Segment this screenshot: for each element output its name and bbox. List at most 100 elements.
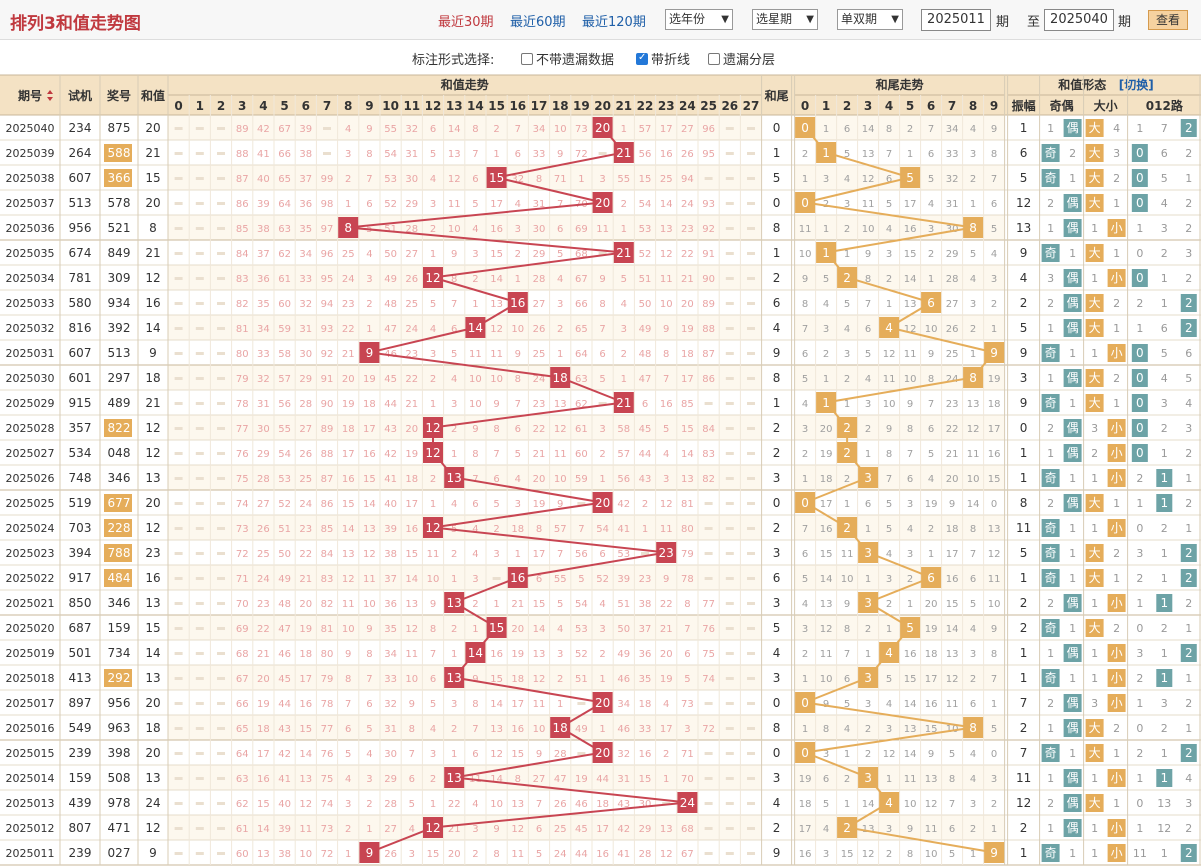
route-miss-value: 1 bbox=[1185, 522, 1192, 535]
checkbox-icon[interactable] bbox=[708, 52, 720, 65]
tail-miss-value: 3 bbox=[844, 199, 850, 210]
tail-miss-value: 10 bbox=[799, 249, 812, 260]
sum-miss-value: 20 bbox=[448, 849, 461, 860]
option-miss-layer-checkbox[interactable]: 遗漏分层 bbox=[708, 49, 775, 68]
tail-miss-value: 8 bbox=[970, 524, 976, 535]
prize-number: 934 bbox=[108, 296, 131, 310]
form-badge-label: 大 bbox=[1089, 621, 1101, 635]
miss-dash bbox=[195, 477, 204, 480]
oddeven-select[interactable]: 单双期 ▼ bbox=[837, 9, 903, 30]
tail-ball-label: 1 bbox=[822, 146, 830, 160]
sum-miss-value: 81 bbox=[236, 324, 249, 335]
option-lines-checkbox[interactable]: 带折线 bbox=[636, 49, 690, 68]
route-badge bbox=[1180, 644, 1197, 662]
form-miss-value: 1 bbox=[1091, 822, 1098, 835]
tail-value: 9 bbox=[773, 346, 781, 360]
sum-miss-value: 13 bbox=[405, 599, 418, 610]
sum-ball bbox=[613, 242, 634, 263]
sum-miss-value: 20 bbox=[660, 649, 673, 660]
sum-ball bbox=[507, 292, 528, 313]
sum-value: 9 bbox=[149, 346, 157, 360]
pair-highlight bbox=[104, 494, 132, 512]
sum-miss-value: 60 bbox=[575, 449, 588, 460]
tail-miss-value: 4 bbox=[907, 524, 913, 535]
sum-axis-label: 19 bbox=[573, 99, 590, 113]
miss-dash bbox=[704, 527, 713, 530]
issue-from-input[interactable]: 2025011 bbox=[921, 9, 991, 31]
switch-link[interactable]: [切换] bbox=[1119, 77, 1154, 92]
tail-ball bbox=[858, 592, 879, 613]
tail-ball bbox=[837, 267, 858, 288]
sum-ball-label: 14 bbox=[468, 321, 483, 335]
period-60-link[interactable]: 最近60期 bbox=[510, 15, 566, 30]
query-button[interactable]: 查看 bbox=[1148, 10, 1188, 30]
sum-miss-value: 3 bbox=[472, 824, 478, 835]
sum-miss-value: 20 bbox=[299, 599, 312, 610]
route-miss-value: 1 bbox=[1161, 272, 1168, 285]
tail-value: 2 bbox=[773, 421, 781, 435]
sum-ball bbox=[592, 117, 613, 138]
test-number: 394 bbox=[69, 546, 92, 560]
sum-miss-value: 9 bbox=[493, 399, 499, 410]
period-120-link[interactable]: 最近120期 bbox=[582, 15, 646, 30]
sum-miss-value: 9 bbox=[472, 424, 478, 435]
sum-miss-value: 15 bbox=[299, 724, 312, 735]
form-badge-label: 偶 bbox=[1067, 221, 1079, 235]
test-number: 956 bbox=[69, 221, 92, 235]
miss-dash bbox=[725, 402, 734, 405]
sum-miss-value: 96 bbox=[321, 249, 334, 260]
tail-axis-label: 8 bbox=[969, 99, 977, 113]
sum-miss-value: 5 bbox=[684, 674, 690, 685]
route-badge-label: 0 bbox=[1136, 171, 1144, 185]
form-miss-value: 1 bbox=[1091, 847, 1098, 860]
year-select[interactable]: 选年份 ▼ bbox=[665, 9, 733, 30]
tail-ball-label: 0 bbox=[801, 196, 809, 210]
sum-miss-value: 7 bbox=[409, 749, 415, 760]
sum-miss-value: 5 bbox=[557, 599, 563, 610]
route-miss-value: 1 bbox=[1161, 297, 1168, 310]
miss-dash bbox=[174, 502, 183, 505]
even-badge bbox=[1063, 594, 1082, 612]
sum-miss-value: 11 bbox=[660, 524, 673, 535]
tail-miss-value: 12 bbox=[946, 674, 959, 685]
tail-ball-label: 8 bbox=[969, 371, 977, 385]
sum-ball-label: 20 bbox=[595, 196, 610, 210]
route-badge bbox=[1156, 669, 1173, 687]
weekday-select[interactable]: 选星期 ▼ bbox=[752, 9, 818, 30]
odd-badge bbox=[1041, 619, 1060, 637]
tail-miss-value: 14 bbox=[862, 799, 875, 810]
big-badge bbox=[1085, 294, 1104, 312]
sum-miss-value: 19 bbox=[575, 774, 588, 785]
option-no-miss-checkbox[interactable]: 不带遗漏数据 bbox=[521, 49, 614, 68]
odd-badge bbox=[1041, 744, 1060, 762]
sort-icon[interactable] bbox=[47, 90, 53, 101]
form-badge-label: 大 bbox=[1089, 571, 1101, 585]
sum-miss-value: 3 bbox=[345, 799, 351, 810]
sum-miss-value: 23 bbox=[405, 349, 418, 360]
tail-miss-value: 2 bbox=[970, 174, 976, 185]
tail-miss-value: 7 bbox=[886, 149, 892, 160]
sum-miss-value: 31 bbox=[617, 774, 630, 785]
sum-miss-value: 14 bbox=[257, 824, 270, 835]
miss-dash bbox=[174, 852, 183, 855]
miss-dash bbox=[725, 227, 734, 230]
amplitude-value: 11 bbox=[1016, 771, 1031, 785]
miss-dash bbox=[492, 577, 501, 580]
form-badge-label: 奇 bbox=[1045, 246, 1057, 260]
tail-miss-value: 9 bbox=[928, 749, 934, 760]
checkbox-icon[interactable] bbox=[521, 52, 533, 65]
miss-dash bbox=[725, 827, 734, 830]
sum-miss-value: 4 bbox=[515, 199, 521, 210]
miss-dash bbox=[174, 452, 183, 455]
period-30-link[interactable]: 最近30期 bbox=[438, 15, 494, 30]
checkbox-checked-icon[interactable] bbox=[636, 52, 648, 65]
tail-miss-value: 2 bbox=[970, 324, 976, 335]
issue-to-input[interactable]: 2025040 bbox=[1044, 9, 1114, 31]
sum-miss-value: 72 bbox=[236, 549, 249, 560]
sum-miss-value: 1 bbox=[599, 674, 605, 685]
tail-ball-label: 0 bbox=[801, 746, 809, 760]
sum-miss-value: 18 bbox=[511, 524, 524, 535]
route-badge-label: 1 bbox=[1160, 671, 1168, 685]
sum-miss-value: 2 bbox=[430, 224, 436, 235]
miss-dash bbox=[195, 577, 204, 580]
